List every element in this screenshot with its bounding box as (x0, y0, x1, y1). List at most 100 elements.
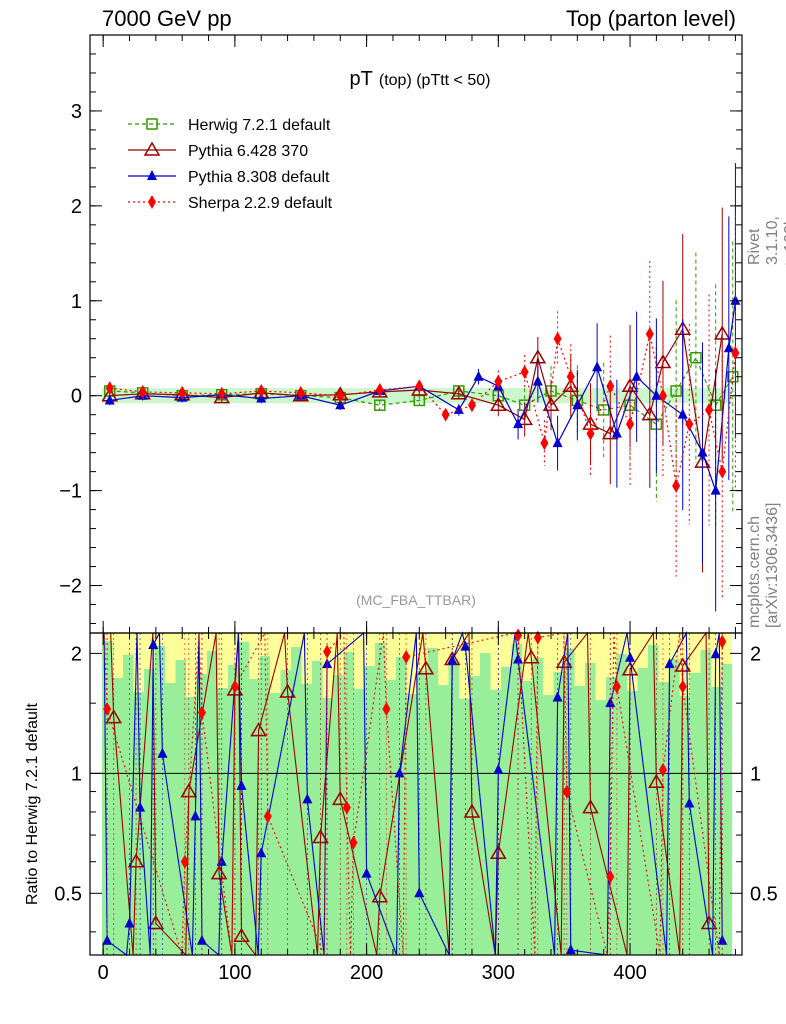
ratio-inner-band-segment (207, 651, 218, 955)
ratio-data-point (522, 649, 540, 664)
ratio-inner-band-segment (154, 646, 166, 955)
chart-title-main: pT (350, 68, 373, 90)
ratio-data-point (514, 628, 523, 643)
legend: Herwig 7.2.1 default Pythia 6.428 370 Pyth… (128, 117, 333, 212)
mcplots-reference-label: mcplots.cern.ch [arXiv:1306.3436] (746, 502, 781, 628)
ratio-data-point (562, 784, 571, 799)
ratio-data-point (148, 638, 159, 649)
data-point (178, 385, 187, 400)
ratio-inner-band-segment (700, 650, 712, 955)
ratio-series-2 (103, 628, 727, 956)
ratio-data-point (605, 697, 616, 708)
ratio-inner-band-segment (375, 643, 386, 955)
ratio-inner-band-segment (448, 662, 460, 955)
ratio-data-point (331, 790, 349, 806)
data-point (690, 351, 702, 364)
x-tick-label: 100 (218, 962, 251, 984)
ratio-data-point (664, 658, 675, 669)
ratio-inner-band-segment (417, 671, 428, 955)
chart-title-sub: (top) (pTtt < 50) (379, 72, 491, 89)
data-point (572, 399, 583, 410)
ratio-data-point (463, 803, 481, 818)
data-point (292, 387, 310, 402)
ratio-data-point (323, 644, 332, 659)
ratio-data-point (710, 648, 721, 659)
ratio-data-point (414, 887, 425, 898)
data-point (677, 408, 688, 419)
legend-marker (148, 195, 156, 209)
legend-entry-1: Pythia 6.428 370 (128, 141, 308, 160)
ratio-inner-band-segment (385, 680, 397, 955)
ratio-inner-band-segment (637, 668, 649, 955)
legend-entry-3: Sherpa 2.2.9 default (128, 195, 333, 212)
legend-entry-2: Pythia 8.308 default (128, 169, 330, 186)
ratio-data-point (349, 835, 358, 850)
data-point (217, 386, 226, 401)
data-point (467, 398, 476, 413)
ratio-inner-band-segment (627, 691, 638, 955)
data-point (710, 484, 721, 495)
ratio-y-tick-label-left: 2 (71, 643, 82, 665)
ratio-inner-band-segment (438, 685, 449, 955)
ratio-data-point (402, 649, 411, 664)
ratio-data-point (382, 702, 391, 717)
ratio-inner-band-segment (396, 657, 407, 955)
ratio-inner-band-segment (669, 659, 680, 955)
ratio-data-point (233, 927, 250, 943)
ratio-inner-band-segment (427, 648, 439, 955)
ratio-inner-band-segment (511, 644, 523, 955)
data-point (540, 436, 549, 451)
ratio-inner-band-segment (501, 667, 512, 955)
ratio-y-tick-label-right: 2 (750, 643, 761, 665)
data-point (532, 375, 543, 386)
legend-label: Pythia 8.308 default (188, 169, 330, 186)
ratio-data-point (190, 810, 201, 821)
ratio-data-point (197, 705, 206, 720)
data-point (705, 402, 714, 417)
ratio-data-point (216, 855, 227, 866)
ratio-data-point (103, 702, 112, 717)
ratio-panel-bands (102, 633, 733, 955)
ratio-data-point (460, 640, 471, 651)
ratio-data-point (361, 867, 372, 878)
data-point (335, 399, 346, 410)
data-point (520, 364, 529, 379)
data-point (490, 396, 507, 411)
ratio-inner-band-segment (333, 675, 344, 955)
ratio-data-point (684, 797, 695, 808)
ratio-panel-frame (89, 632, 743, 956)
data-point (374, 399, 386, 411)
data-point (542, 396, 560, 411)
ratio-data-point (312, 829, 329, 844)
data-point (592, 361, 603, 372)
data-point (296, 385, 305, 400)
ratio-inner-band-segment (679, 696, 691, 955)
data-point (611, 427, 622, 438)
data-point (731, 345, 740, 360)
ratio-data-point (180, 854, 189, 869)
data-point (513, 418, 524, 429)
ratio-data-point (210, 865, 228, 880)
ratio-inner-band-segment (165, 683, 176, 955)
data-point (441, 407, 450, 422)
ratio-inner-band-segment (469, 676, 481, 955)
ratio-inner-band-segment (459, 699, 470, 955)
ratio-series-line (103, 630, 723, 957)
ratio-inner-band-segment (406, 694, 418, 955)
ratio-data-point (582, 799, 599, 814)
ratio-inner-band-segment (480, 653, 491, 955)
header-right-label: Top (parton level) (566, 6, 736, 31)
ratio-inner-band-segment (343, 652, 355, 955)
ratio-inner-band-segment (721, 664, 733, 955)
ratio-inner-band-segment (112, 678, 124, 955)
ratio-inner-band-segment (648, 645, 659, 955)
ratio-inner-band-segment (606, 677, 617, 955)
ratio-data-point (678, 679, 687, 694)
ratio-data-point (302, 793, 313, 804)
main-panel-series (101, 163, 741, 612)
data-point (375, 383, 384, 398)
axis-ticks (90, 35, 742, 955)
ratio-data-point (230, 679, 239, 694)
data-point (450, 385, 468, 400)
